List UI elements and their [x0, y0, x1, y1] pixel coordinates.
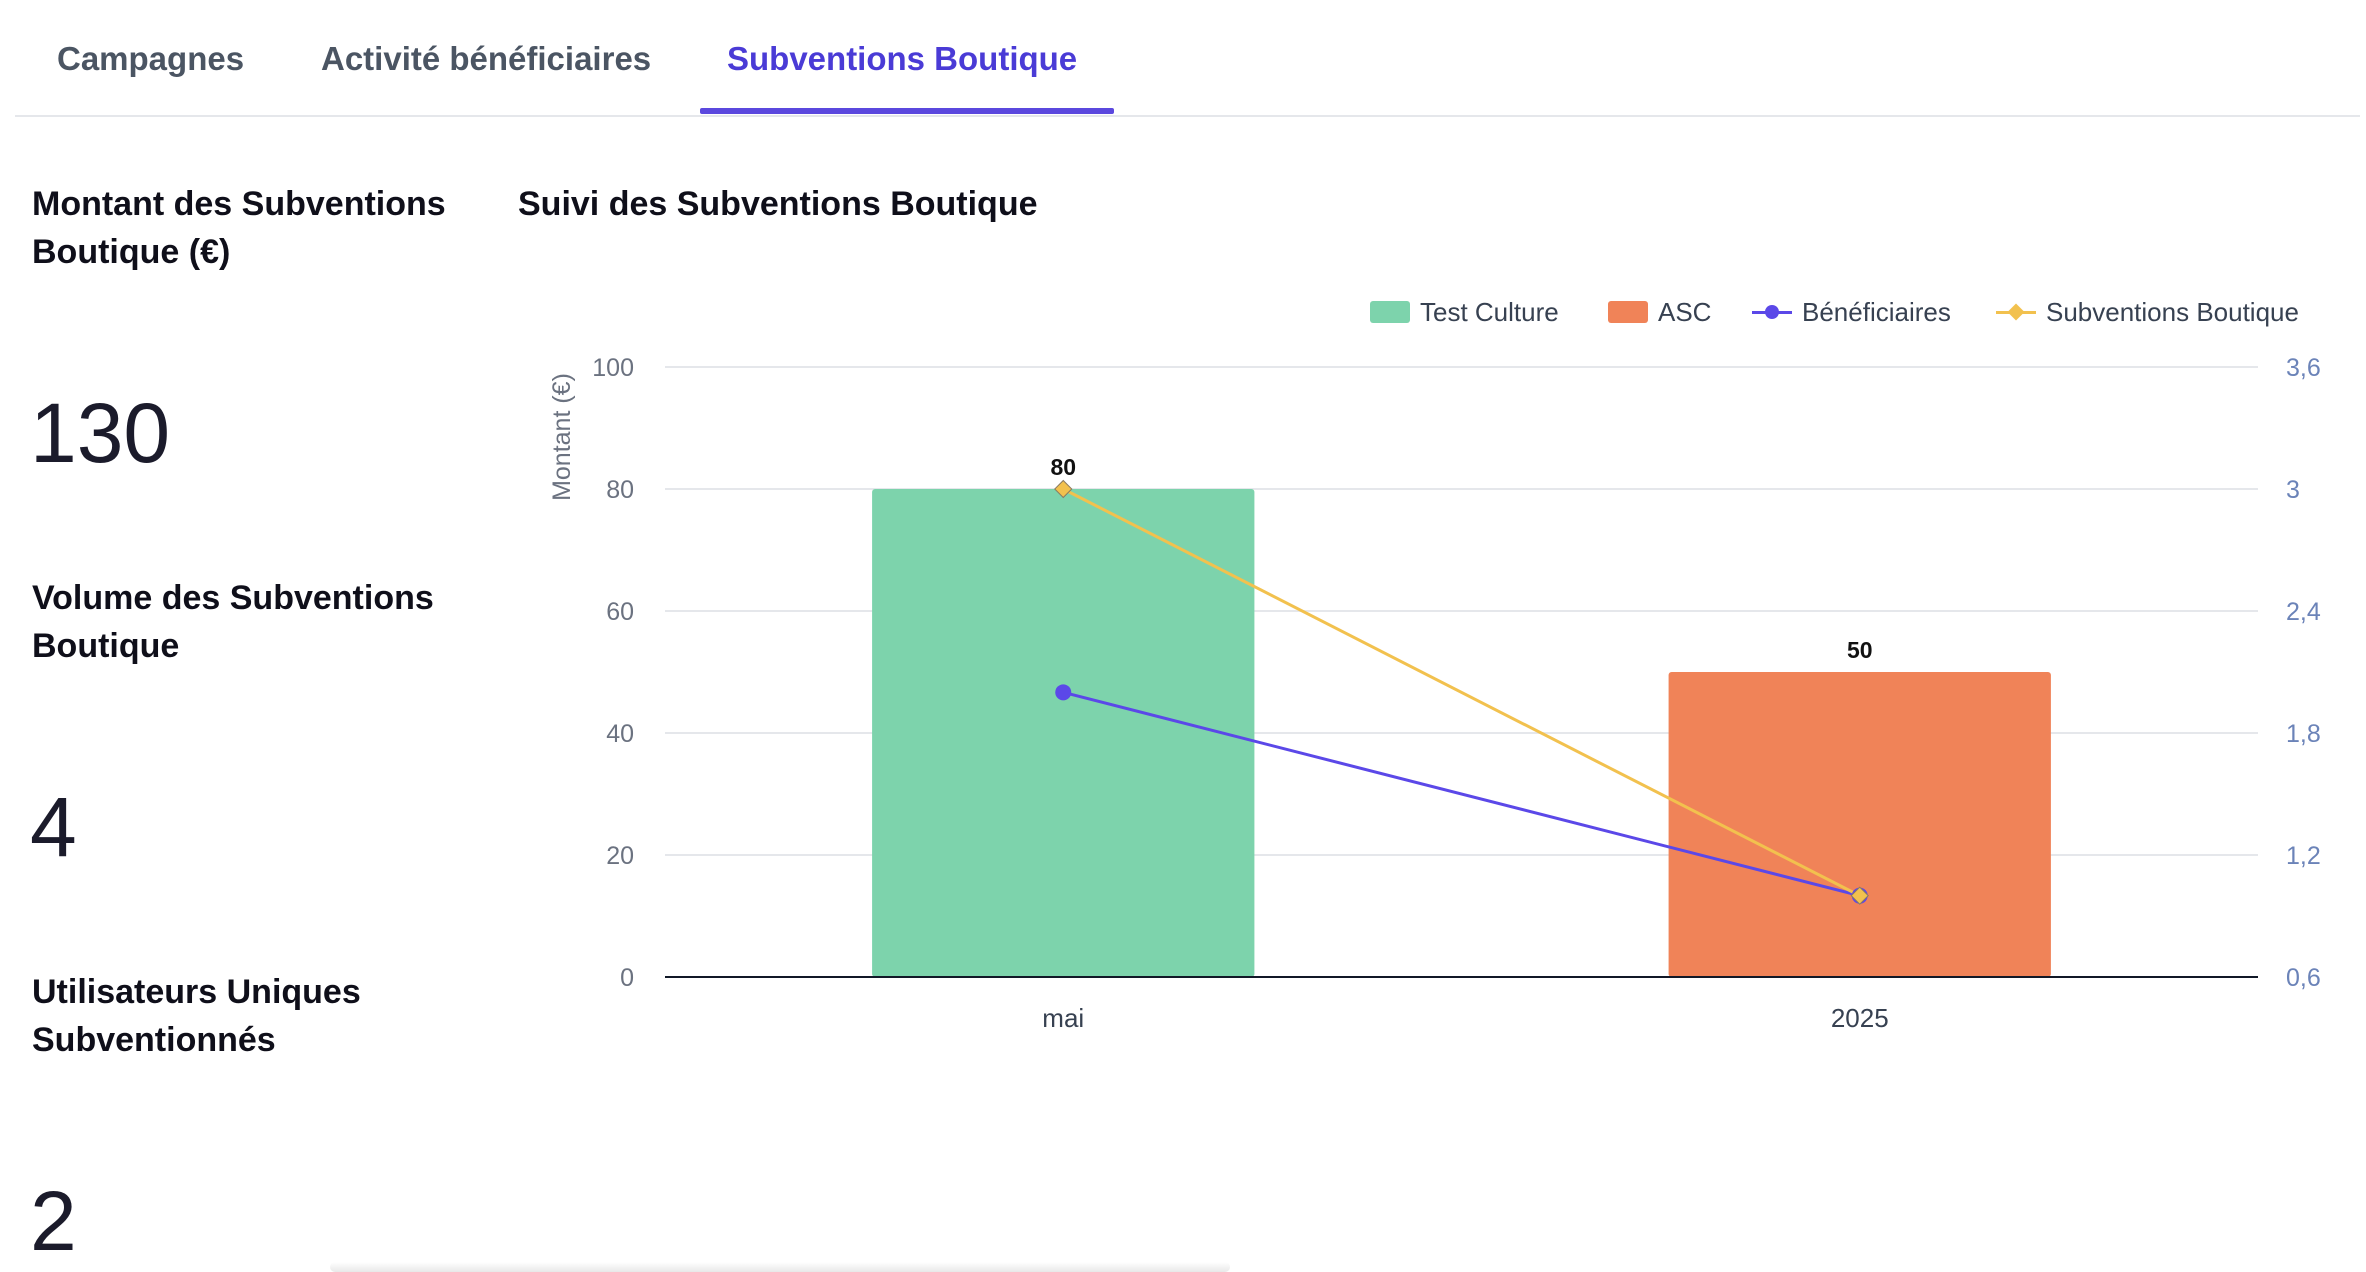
y2-tick-label: 0,6 — [2286, 964, 2321, 992]
tab-campagnes[interactable]: Campagnes — [57, 40, 245, 77]
kpi-montant-title: Montant des Subventions Boutique (€) — [32, 185, 446, 271]
tab-subventions-boutique[interactable]: Subventions Boutique — [727, 40, 1078, 77]
kpi-utilisateurs-value: 2 — [30, 1174, 77, 1268]
tab-activite-beneficiaires[interactable]: Activité bénéficiaires — [321, 40, 652, 77]
y2-tick-label: 1,8 — [2286, 720, 2321, 748]
chart-title: Suivi des Subventions Boutique — [518, 185, 1038, 223]
y-tick-label: 80 — [606, 476, 634, 504]
y-tick-label: 20 — [606, 842, 634, 870]
y-tick-label: 100 — [592, 354, 634, 382]
scroll-edge-shadow — [330, 1262, 1230, 1272]
legend-item-asc[interactable]: ASC — [1608, 292, 1711, 332]
active-tab-indicator — [700, 108, 1114, 114]
bar-test-culture — [872, 489, 1255, 977]
marker-beneficiaires — [1055, 684, 1072, 701]
tab-bar: Campagnes Activité bénéficiaires Subvent… — [15, 0, 2360, 117]
legend-swatch-asc — [1608, 301, 1648, 323]
y2-tick-label: 3,6 — [2286, 354, 2321, 382]
y-tick-label: 40 — [606, 720, 634, 748]
kpi-utilisateurs-title: Utilisateurs Uniques Subventionnés — [32, 973, 361, 1059]
legend-label-subventions-boutique: Subventions Boutique — [2046, 296, 2299, 327]
y-tick-label: 0 — [620, 964, 634, 992]
marker-subventions-boutique — [1054, 479, 1073, 499]
legend-swatch-test-culture — [1370, 301, 1410, 323]
legend-label-asc: ASC — [1658, 296, 1712, 327]
legend-item-subventions-boutique[interactable]: Subventions Boutique — [1996, 292, 2299, 332]
bar-data-label: 80 — [1050, 454, 1076, 480]
line-bénéficiaires — [1062, 690, 1861, 898]
x-tick-label: mai — [1042, 1003, 1084, 1033]
y2-tick-label: 1,2 — [2286, 842, 2321, 870]
legend-marker-subventions-boutique — [1996, 301, 2036, 323]
y-axis-title: Montant (€) — [548, 373, 576, 501]
bar-asc — [1668, 672, 2051, 977]
legend-label-test-culture: Test Culture — [1420, 296, 1559, 327]
kpi-montant-value: 130 — [30, 386, 171, 480]
y2-tick-label: 2,4 — [2286, 598, 2321, 626]
legend-item-beneficiaires[interactable]: Bénéficiaires — [1752, 292, 1951, 332]
y2-tick-label: 3 — [2286, 476, 2300, 504]
legend-item-test-culture[interactable]: Test Culture — [1370, 292, 1559, 332]
bar-data-label: 50 — [1847, 637, 1873, 663]
legend-marker-beneficiaires — [1752, 301, 1792, 323]
x-tick-label: 2025 — [1831, 1003, 1889, 1033]
kpi-volume-value: 4 — [30, 780, 77, 874]
line-subventions-boutique — [1062, 487, 1861, 898]
legend-label-beneficiaires: Bénéficiaires — [1802, 296, 1951, 327]
kpi-volume-title: Volume des Subventions Boutique — [32, 579, 434, 665]
y-tick-label: 60 — [606, 598, 634, 626]
marker-subventions-boutique — [1850, 886, 1869, 905]
